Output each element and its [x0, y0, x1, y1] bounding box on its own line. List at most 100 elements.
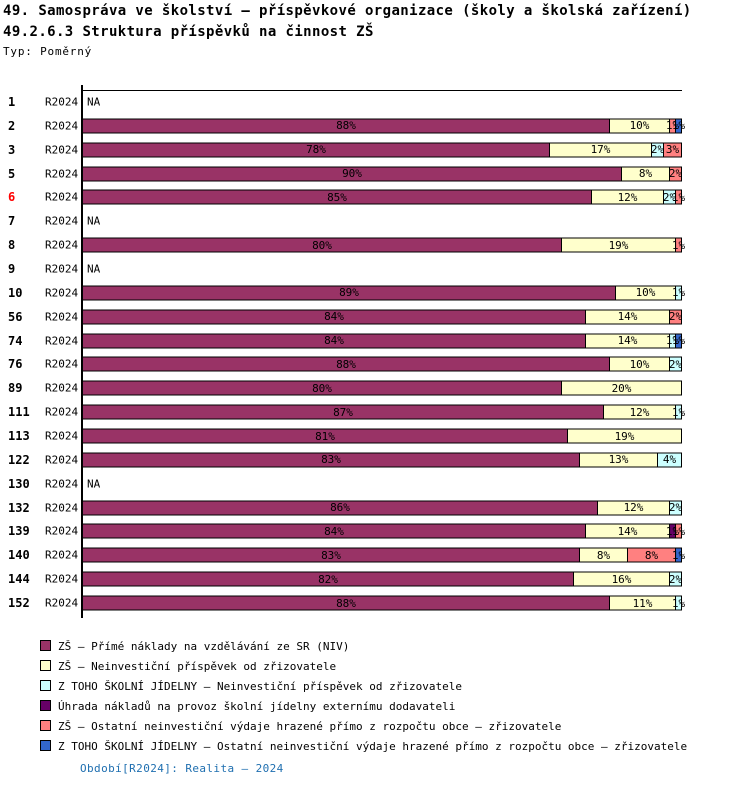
- row-period-label: R2024: [45, 381, 79, 395]
- row-label: 139: [8, 524, 30, 539]
- segment-value-label: 84%: [324, 310, 344, 324]
- row-label: 2: [8, 118, 16, 133]
- row-label: 152: [8, 596, 30, 611]
- bar-segment: 2%: [663, 189, 676, 205]
- segment-value-label: 8%: [638, 167, 653, 181]
- bar-segment: 2%: [669, 500, 682, 516]
- legend-item-0: ZŠ – Přímé náklady na vzdělávání ze SR (…: [40, 637, 687, 657]
- row-label: 8: [8, 238, 16, 253]
- stacked-bar: 84% 14% 1% 1%: [82, 333, 685, 349]
- bar-segment: 1%: [671, 285, 686, 301]
- row-label: 6: [8, 190, 16, 205]
- segment-value-label: 85%: [327, 190, 347, 204]
- row-label: 3: [8, 142, 16, 157]
- segment-value-label: 1%: [665, 334, 680, 348]
- bar-segment: 1%: [672, 404, 685, 420]
- stacked-bar: 88% 10% 1% 1%: [82, 118, 686, 134]
- legend-swatch: [40, 740, 51, 751]
- chart-row-139: 139 R2024 84% 14% 1% 1%: [0, 519, 750, 543]
- legend-item-3: Úhrada nákladů na provoz školní jídelny …: [40, 697, 687, 717]
- row-label: 122: [8, 452, 30, 467]
- bar-segment: 2%: [669, 356, 682, 372]
- bar-segment: 10%: [609, 118, 670, 134]
- segment-value-label: 1%: [665, 119, 680, 133]
- segment-value-label: 13%: [608, 453, 629, 467]
- bar-segment: 8%: [579, 547, 628, 563]
- chart-row-130: 130 R2024 NA: [0, 472, 750, 496]
- bar-segment: 85%: [82, 189, 592, 205]
- legend-swatch: [40, 660, 51, 671]
- bar-segment: 12%: [597, 500, 670, 516]
- chart-row-10: 10 R2024 89% 10% 1%: [0, 281, 750, 305]
- chart-row-113: 113 R2024 81% 19%: [0, 424, 750, 448]
- stacked-bar: 81% 19%: [82, 428, 682, 444]
- segment-value-label: 10%: [635, 286, 656, 300]
- row-label: 56: [8, 309, 23, 324]
- bar-segment: 2%: [650, 142, 665, 158]
- row-period-label: R2024: [45, 143, 79, 157]
- row-period-label: R2024: [45, 214, 79, 228]
- segment-value-label: 1%: [665, 524, 680, 538]
- row-label: 111: [8, 405, 30, 420]
- segment-value-label: 88%: [336, 357, 356, 371]
- chart-type-label: Typ: Poměrný: [3, 45, 93, 58]
- row-period-label: R2024: [45, 572, 79, 586]
- stacked-bar: 84% 14% 2%: [82, 309, 682, 325]
- segment-value-label: 1%: [671, 190, 686, 204]
- chart-row-6: 6 R2024 85% 12% 2% 1%: [0, 185, 750, 209]
- legend-swatch: [40, 680, 51, 691]
- bar-segment: 2%: [669, 571, 682, 587]
- bar-segment: 83%: [82, 547, 580, 563]
- row-period-label: R2024: [45, 524, 79, 538]
- segment-value-label: 87%: [333, 405, 353, 419]
- bar-segment: 1%: [671, 118, 686, 134]
- chart-row-74: 74 R2024 84% 14% 1% 1%: [0, 329, 750, 353]
- legend-label: ZŠ – Přímé náklady na vzdělávání ze SR (…: [58, 640, 350, 653]
- segment-value-label: 88%: [336, 119, 356, 133]
- segment-value-label: 82%: [318, 572, 338, 586]
- chart-row-152: 152 R2024 88% 11% 1%: [0, 591, 750, 615]
- segment-value-label: 16%: [611, 572, 632, 586]
- chart-row-9: 9 R2024 NA: [0, 257, 750, 281]
- segment-value-label: 1%: [671, 286, 686, 300]
- row-period-label: R2024: [45, 119, 79, 133]
- chart-row-111: 111 R2024 87% 12% 1%: [0, 400, 750, 424]
- period-footer: Období[R2024]: Realita – 2024: [80, 762, 284, 775]
- segment-value-label: 83%: [321, 548, 341, 562]
- segment-value-label: 90%: [342, 167, 362, 181]
- chart-row-132: 132 R2024 86% 12% 2%: [0, 496, 750, 520]
- legend-swatch: [40, 720, 51, 731]
- row-label: 7: [8, 214, 16, 229]
- bar-segment: 80%: [82, 380, 562, 396]
- segment-value-label: 19%: [614, 429, 635, 443]
- bar-segment: 82%: [82, 571, 574, 587]
- bar-segment: 1%: [665, 333, 680, 349]
- row-period-label: R2024: [45, 95, 79, 109]
- segment-value-label: 2%: [650, 143, 665, 157]
- na-label: NA: [87, 214, 101, 228]
- chart-row-8: 8 R2024 80% 19% 1%: [0, 233, 750, 257]
- stacked-bar: 90% 8% 2%: [82, 166, 682, 182]
- row-period-label: R2024: [45, 190, 79, 204]
- segment-value-label: 1%: [671, 119, 686, 133]
- bar-segment: 83%: [82, 452, 580, 468]
- row-period-label: R2024: [45, 405, 79, 419]
- segment-value-label: 80%: [312, 381, 332, 395]
- bar-segment: 17%: [549, 142, 652, 158]
- bar-segment: 2%: [669, 309, 682, 325]
- row-period-label: R2024: [45, 357, 79, 371]
- segment-value-label: 10%: [629, 119, 650, 133]
- stacked-bar: 88% 10% 2%: [82, 356, 682, 372]
- stacked-bar: 83% 8% 8% 1%: [82, 547, 685, 563]
- bar-segment: 19%: [561, 237, 676, 253]
- segment-value-label: 8%: [596, 548, 611, 562]
- bar-segment: 4%: [657, 452, 682, 468]
- plot-area: 1 R2024 NA 2 R2024 88% 10% 1% 1% 3 R2024 78% 17% 2% 3%…: [0, 85, 750, 618]
- segment-value-label: 84%: [324, 524, 344, 538]
- bar-segment: 1%: [665, 523, 680, 539]
- row-period-label: R2024: [45, 167, 79, 181]
- segment-value-label: 8%: [644, 548, 659, 562]
- legend-item-2: Z TOHO ŠKOLNÍ JÍDELNY – Neinvestiční pří…: [40, 677, 687, 697]
- stacked-bar: 78% 17% 2% 3%: [82, 142, 682, 158]
